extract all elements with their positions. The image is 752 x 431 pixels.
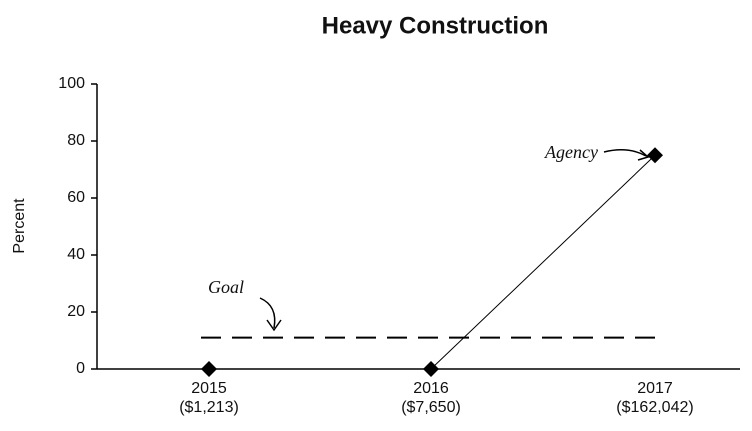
x-tick-label: 2017 (637, 380, 673, 397)
y-tick-label: 100 (58, 75, 85, 92)
x-tick-sublabel: ($7,650) (401, 399, 461, 416)
marker (423, 361, 439, 377)
x-tick-sublabel: ($162,042) (616, 399, 693, 416)
x-tick-sublabel: ($1,213) (179, 399, 239, 416)
y-tick-label: 20 (67, 303, 85, 320)
agency-arrowhead (637, 149, 650, 161)
agency-annotation: Agency (544, 142, 598, 162)
y-tick-label: 60 (67, 189, 85, 206)
y-axis-label: Percent (11, 198, 28, 254)
chart-title: Heavy Construction (322, 12, 549, 39)
x-tick-label: 2015 (191, 380, 227, 397)
y-tick-label: 0 (76, 360, 85, 377)
marker (201, 361, 217, 377)
x-tick-label: 2016 (413, 380, 449, 397)
y-tick-label: 40 (67, 246, 85, 263)
y-tick-label: 80 (67, 132, 85, 149)
goal-arrowhead (266, 319, 282, 332)
goal-arrow (259, 297, 276, 329)
agency-arrow (603, 149, 647, 157)
goal-annotation: Goal (208, 277, 244, 297)
marker (647, 147, 663, 164)
